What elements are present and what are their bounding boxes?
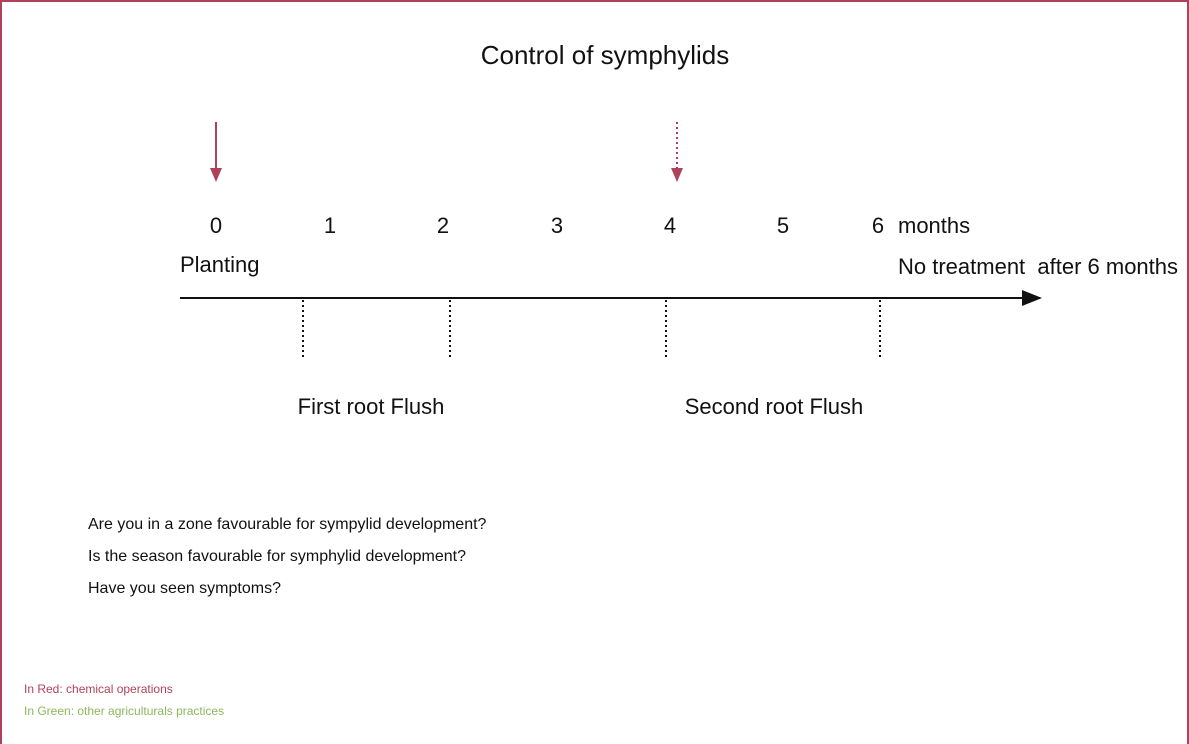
legend-green: In Green: other agriculturals practices [24, 704, 224, 718]
month-label: 0 [210, 213, 222, 238]
month-labels: 0 1 2 3 4 5 6 [210, 213, 884, 238]
question: Have you seen symptoms? [88, 580, 281, 597]
month-label: 2 [437, 213, 449, 238]
title: Control of symphylids [481, 40, 730, 70]
start-label: Planting [180, 252, 260, 277]
unit-label: months [898, 213, 970, 238]
month-label: 5 [777, 213, 789, 238]
question: Are you in a zone favourable for sympyli… [88, 516, 487, 533]
question: Is the season favourable for symphylid d… [88, 548, 466, 565]
end-label: No treatment after 6 months [898, 254, 1178, 279]
phase-label: First root Flush [298, 394, 445, 419]
phase-label: Second root Flush [685, 394, 864, 419]
month-label: 4 [664, 213, 676, 238]
month-label: 3 [551, 213, 563, 238]
red-arrow-head [671, 168, 683, 182]
month-label: 6 [872, 213, 884, 238]
phase-markers [302, 300, 881, 360]
red-arrow-head [210, 168, 222, 182]
month-label: 1 [324, 213, 336, 238]
legend-red: In Red: chemical operations [24, 682, 173, 696]
